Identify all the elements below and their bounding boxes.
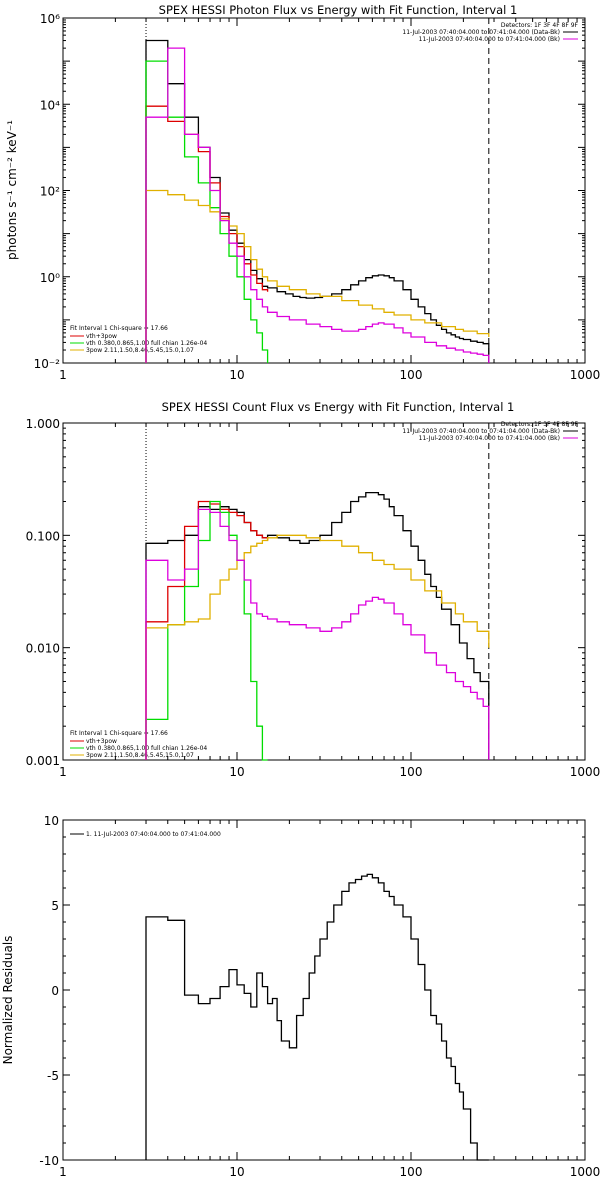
plot-frame bbox=[62, 17, 586, 364]
x-tick-label: 10 bbox=[229, 368, 244, 382]
y-tick-label: 10⁻² bbox=[34, 357, 61, 371]
series-5-line bbox=[145, 47, 490, 363]
residuals-chart: Normalized Residuals 1. 11-Jul-2003 07:4… bbox=[1, 831, 221, 1064]
y-tick-label: 1.000 bbox=[26, 417, 60, 431]
series-1-line bbox=[145, 39, 490, 363]
fit-label-vth: vth 0.380,0.865,1.00 full chian 1.26e-04 bbox=[86, 745, 207, 752]
series-1-line bbox=[145, 491, 490, 760]
y-axis-label: photons s⁻¹ cm⁻² keV⁻¹ bbox=[5, 120, 19, 260]
detectors-label: Detectors: 1F 3F 4F 8F 9F bbox=[501, 421, 579, 428]
photon-flux-chart: SPEX HESSI Photon Flux vs Energy with Fi… bbox=[5, 3, 579, 354]
x-tick-label: 10 bbox=[229, 765, 244, 779]
fit-label-vth3pow: vth+3pow bbox=[86, 333, 117, 340]
panel-1-marks: 1 10 100 1000 10⁻² 10⁰ 10² 10⁴ 10⁶ bbox=[34, 12, 600, 382]
x-tick-label: 100 bbox=[400, 765, 423, 779]
fit-header: Fit Interval 1 Chi-square = 17.66 bbox=[70, 730, 168, 737]
x-tick-label: 1000 bbox=[570, 1165, 600, 1179]
legend-bk-label: 11-Jul-2003 07:40:04.000 to 07:41:04.000… bbox=[419, 435, 560, 442]
plot-frame bbox=[62, 422, 586, 761]
fit-header: Fit Interval 1 Chi-square = 17.66 bbox=[70, 325, 168, 332]
y-tick-label: 10⁰ bbox=[40, 271, 60, 285]
x-tick-label: 1 bbox=[59, 368, 67, 382]
fit-label-vth: vth 0.380,0.865,1.00 full chian 1.26e-04 bbox=[86, 340, 207, 347]
plot-frame bbox=[62, 819, 586, 1161]
series-3-line bbox=[145, 500, 268, 761]
y-tick-label: 10⁶ bbox=[40, 12, 60, 26]
y-tick-label: 0.100 bbox=[26, 529, 60, 543]
series-1-line bbox=[145, 873, 489, 1161]
panel-2-marks: 1 10 100 1000 0.001 0.010 0.100 1.000 bbox=[26, 417, 600, 779]
legend-data-label: 11-Jul-2003 07:40:04.000 to 07:41:04.000… bbox=[402, 428, 560, 435]
panel-3-marks: 1 10 100 1000 -10 -5 0 5 10 bbox=[39, 814, 600, 1179]
legend-data-label: 11-Jul-2003 07:40:04.000 to 07:41:04.000… bbox=[402, 29, 560, 36]
y-tick-label: 10⁴ bbox=[40, 98, 60, 112]
x-tick-label: 1000 bbox=[570, 765, 600, 779]
count-flux-chart: SPEX HESSI Count Flux vs Energy with Fit… bbox=[70, 400, 579, 759]
y-tick-label: 0.001 bbox=[26, 754, 60, 768]
y-tick-label: 5 bbox=[51, 899, 59, 913]
x-tick-label: 10 bbox=[229, 1165, 244, 1179]
series-5-line bbox=[145, 508, 490, 760]
fit-label-3pow: 3pow 2.11,1.50,8.46,5.45,15.0,1.07 bbox=[86, 347, 194, 354]
y-tick-label: -10 bbox=[39, 1154, 59, 1168]
y-tick-label: 0.010 bbox=[26, 642, 60, 656]
chart-title: SPEX HESSI Photon Flux vs Energy with Fi… bbox=[159, 3, 518, 17]
chart-title: SPEX HESSI Count Flux vs Energy with Fit… bbox=[162, 400, 515, 414]
x-tick-label: 1 bbox=[59, 765, 67, 779]
detectors-label: Detectors: 1F 3F 4F 8F 9F bbox=[501, 22, 579, 29]
series-4-line bbox=[145, 189, 490, 363]
x-tick-label: 1 bbox=[59, 1165, 67, 1179]
y-tick-label: 0 bbox=[51, 984, 59, 998]
series-4-line bbox=[145, 534, 490, 760]
fit-label-vth3pow: vth+3pow bbox=[86, 738, 117, 745]
x-tick-label: 100 bbox=[400, 1165, 423, 1179]
x-tick-label: 1000 bbox=[570, 368, 600, 382]
y-tick-label: 10 bbox=[44, 814, 59, 828]
y-axis-label: Normalized Residuals bbox=[1, 936, 15, 1065]
fit-label-3pow: 3pow 2.11,1.50,8.46,5.45,15.0,1.07 bbox=[86, 752, 194, 759]
legend-label: 1. 11-Jul-2003 07:40:04.000 to 07:41:04.… bbox=[86, 831, 221, 838]
x-tick-label: 100 bbox=[400, 368, 423, 382]
y-tick-label: -5 bbox=[47, 1069, 59, 1083]
y-tick-label: 10² bbox=[40, 185, 60, 199]
legend-bk-label: 11-Jul-2003 07:40:04.000 to 07:41:04.000… bbox=[419, 36, 560, 43]
